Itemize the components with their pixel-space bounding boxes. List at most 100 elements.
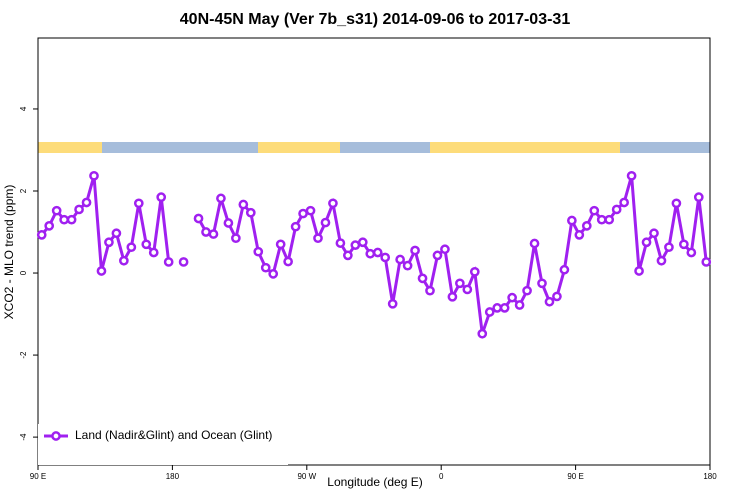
data-point xyxy=(74,204,84,215)
data-point xyxy=(529,238,540,249)
data-point xyxy=(238,199,249,210)
data-point xyxy=(163,257,174,267)
data-point xyxy=(201,227,211,237)
data-point xyxy=(275,239,286,250)
data-point xyxy=(552,291,562,302)
data-point xyxy=(320,217,331,228)
data-point xyxy=(671,198,682,209)
data-point xyxy=(350,240,361,250)
data-point xyxy=(425,285,435,296)
data-point xyxy=(59,214,69,225)
data-point xyxy=(178,257,189,267)
data-point xyxy=(611,204,622,215)
data-point xyxy=(387,298,398,309)
y-tick-label: 2 xyxy=(19,188,28,193)
data-point xyxy=(693,192,704,203)
y-tick-label: 0 xyxy=(19,270,28,275)
plot-frame xyxy=(37,37,711,466)
data-point xyxy=(440,244,450,255)
data-point xyxy=(634,266,644,276)
x-tick-label: 180 xyxy=(703,472,717,481)
data-point xyxy=(432,250,443,261)
data-point xyxy=(626,170,637,181)
legend: Land (Nadir&Glint) and Ocean (Glint) xyxy=(38,424,288,465)
data-point xyxy=(417,273,428,284)
x-tick-label: 0 xyxy=(439,472,444,481)
data-point xyxy=(596,214,607,225)
data-point xyxy=(522,285,532,296)
data-point xyxy=(701,257,712,267)
data-point xyxy=(499,303,510,313)
x-tick-label: 180 xyxy=(166,472,180,481)
data-point xyxy=(44,221,55,231)
data-point xyxy=(686,247,697,258)
data-point xyxy=(507,292,517,303)
data-point xyxy=(290,221,301,232)
y-axis-label: XCO2 - MLO trend (ppm) xyxy=(2,185,16,320)
data-point xyxy=(253,246,264,257)
data-point xyxy=(619,197,629,208)
data-point xyxy=(447,291,458,302)
data-point xyxy=(567,215,577,226)
data-point xyxy=(104,237,114,248)
legend-label: Land (Nadir&Glint) and Ocean (Glint) xyxy=(75,428,272,442)
data-point xyxy=(664,242,674,253)
data-point xyxy=(514,300,525,310)
data-point xyxy=(492,303,503,313)
data-point xyxy=(81,197,92,208)
data-point xyxy=(119,255,129,266)
data-point xyxy=(357,237,368,248)
surface-band xyxy=(38,142,710,153)
data-point xyxy=(260,262,271,273)
data-point xyxy=(455,278,465,289)
data-point xyxy=(193,213,204,224)
data-point xyxy=(581,221,592,231)
data-point xyxy=(589,205,600,216)
x-tick-label: 90 W xyxy=(297,472,316,481)
y-tick-label: 4 xyxy=(19,106,28,111)
data-point xyxy=(402,260,413,271)
data-point xyxy=(96,266,107,276)
data-point xyxy=(126,242,137,253)
data-point xyxy=(649,228,659,239)
data-point xyxy=(148,247,159,258)
data-point xyxy=(656,255,667,266)
data-point xyxy=(231,233,241,244)
chart-title: 40N-45N May (Ver 7b_s31) 2014-09-06 to 2… xyxy=(180,11,571,28)
data-point xyxy=(283,256,293,267)
data-point xyxy=(462,284,473,295)
data-point xyxy=(477,328,488,339)
data-point xyxy=(313,233,323,244)
data-point xyxy=(410,245,420,256)
data-point xyxy=(343,250,353,261)
data-point xyxy=(36,230,47,240)
data-point xyxy=(395,254,405,265)
data-point xyxy=(328,198,338,209)
data-point xyxy=(223,218,234,228)
data-point xyxy=(380,252,391,263)
data-point xyxy=(66,214,77,225)
data-point xyxy=(156,192,167,203)
data-point xyxy=(559,264,570,275)
data-point xyxy=(335,238,346,248)
data-point xyxy=(51,205,62,216)
x-tick-label: 90 E xyxy=(567,472,583,481)
data-point xyxy=(208,229,219,239)
data-point xyxy=(469,266,480,277)
data-point xyxy=(298,208,308,219)
data-point xyxy=(574,230,585,240)
data-point xyxy=(305,205,316,216)
data-point xyxy=(604,214,615,225)
data-point xyxy=(141,239,152,250)
x-tick-label: 90 E xyxy=(30,472,46,481)
data-point xyxy=(365,248,376,259)
data-point xyxy=(89,170,99,181)
legend-marker xyxy=(51,431,61,441)
data-point xyxy=(641,237,652,248)
data-point xyxy=(133,198,144,209)
data-point xyxy=(679,239,689,250)
data-point xyxy=(544,296,555,307)
data-point xyxy=(268,269,279,279)
data-point xyxy=(372,247,383,258)
